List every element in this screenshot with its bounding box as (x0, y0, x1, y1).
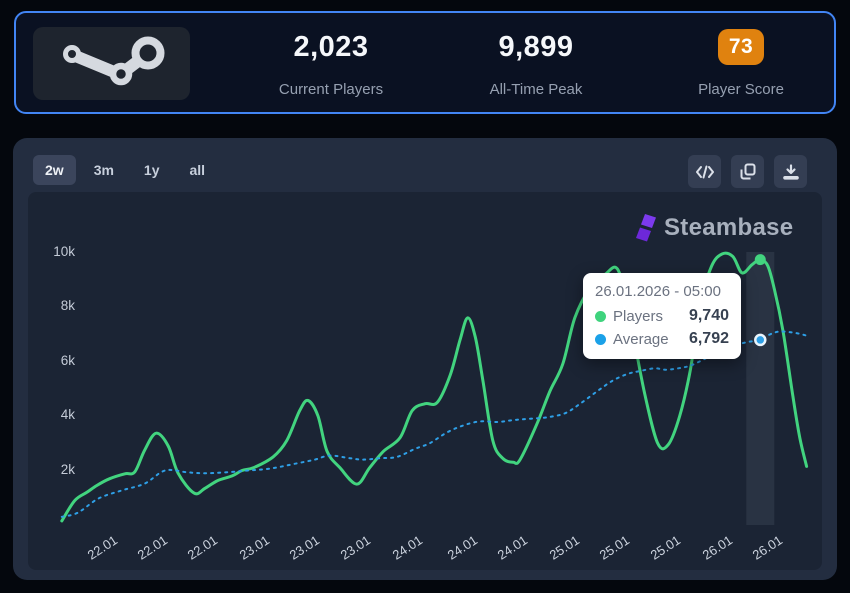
tooltip-row-average: Average 6,792 (595, 330, 729, 348)
download-button[interactable] (774, 155, 807, 188)
x-tick-label: 22.01 (84, 532, 121, 563)
steam-logo-tile (33, 27, 190, 100)
x-tick-label: 25.01 (546, 532, 583, 563)
players-series-value: 9,740 (688, 307, 729, 324)
players-series-label: Players (613, 307, 664, 325)
x-tick-label: 24.01 (444, 532, 480, 563)
x-tick-label: 25.01 (647, 532, 684, 563)
steam-icon (63, 36, 165, 86)
x-tick-label: 22.01 (134, 532, 171, 563)
copy-icon (740, 163, 755, 180)
current-players-value: 2,023 (293, 30, 369, 63)
time-range-selector: 2w 3m 1y all (33, 155, 217, 185)
code-icon (695, 165, 714, 178)
stat-player-score: 73 Player Score (646, 26, 836, 100)
range-button-all[interactable]: all (178, 155, 218, 185)
x-tick-label: 26.01 (749, 532, 786, 563)
x-tick-label: 24.01 (389, 532, 426, 563)
x-tick-label: 25.01 (596, 532, 632, 563)
x-tick-label: 23.01 (236, 532, 273, 563)
y-tick-label: 10k (53, 243, 75, 259)
copy-button[interactable] (731, 155, 764, 188)
current-players-label: Current Players (278, 81, 384, 98)
y-tick-label: 6k (60, 352, 75, 368)
y-tick-label: 8k (60, 298, 75, 313)
chart-actions (688, 155, 807, 188)
all-time-peak-value: 9,899 (498, 30, 574, 63)
x-tick-label: 23.01 (337, 532, 374, 563)
range-button-2w[interactable]: 2w (33, 155, 76, 185)
x-tick-label: 24.01 (494, 532, 530, 563)
stat-current-players: 2,023 Current Players (216, 26, 446, 100)
average-series-label: Average (613, 330, 669, 348)
range-button-3m[interactable]: 3m (82, 155, 126, 185)
chart-tooltip: 26.01.2026 - 05:00 Players 9,740 Average… (583, 273, 741, 359)
series-line-players (60, 251, 809, 523)
player-score-badge-wrap: 73 (646, 26, 836, 68)
average-series-value: 6,792 (688, 330, 729, 347)
x-tick-label: 22.01 (184, 532, 220, 563)
range-button-1y[interactable]: 1y (132, 155, 172, 185)
y-tick-label: 4k (60, 407, 75, 422)
steambase-logo-icon (636, 214, 656, 242)
all-time-peak-label: All-Time Peak (489, 81, 583, 98)
x-axis: 22.01 22.01 22.01 23.01 23.01 23.01 24.01 24.01… (55, 530, 815, 575)
players-series-dot (595, 310, 606, 322)
average-hover-marker (754, 333, 767, 347)
stat-all-time-peak: 9,899 All-Time Peak (431, 26, 641, 100)
steambase-brand-text: Steambase (664, 214, 794, 241)
series-line-average (60, 330, 808, 518)
y-tick-label: 2k (60, 461, 75, 477)
average-series-dot (595, 333, 606, 345)
chart-panel: 2w 3m 1y all Steambase (13, 138, 837, 580)
steambase-brand: Steambase (635, 214, 793, 242)
tooltip-timestamp: 26.01.2026 - 05:00 (595, 283, 721, 300)
stats-card: 2,023 Current Players 9,899 All-Time Pea… (14, 11, 836, 114)
x-tick-label: 26.01 (699, 532, 736, 563)
tooltip-row-players: Players 9,740 (595, 307, 729, 325)
embed-code-button[interactable] (688, 155, 721, 188)
download-icon (782, 163, 799, 180)
player-score-badge: 73 (717, 29, 765, 65)
player-score-label: Player Score (698, 81, 784, 98)
x-tick-label: 23.01 (286, 532, 323, 563)
players-hover-marker (754, 254, 766, 266)
hover-band (746, 252, 775, 525)
